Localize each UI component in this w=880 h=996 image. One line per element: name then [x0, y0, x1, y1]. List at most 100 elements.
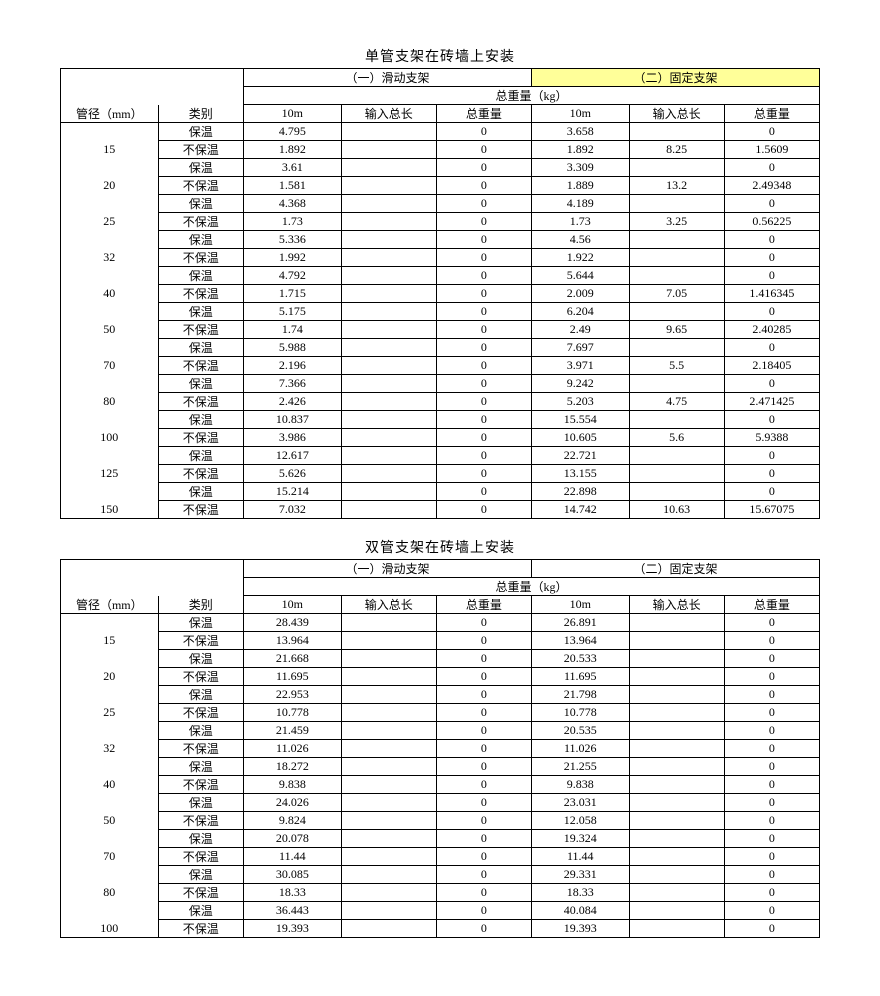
value-cell: 1.73 — [244, 213, 342, 231]
value-cell: 8.25 — [629, 141, 724, 159]
header-total-weight: 总重量（kg） — [244, 578, 820, 596]
table-row: 25不保温1.7301.733.250.56225 — [61, 213, 820, 231]
value-cell: 3.971 — [531, 357, 629, 375]
header-pipe: 管径（mm） — [61, 105, 159, 123]
value-cell — [341, 159, 436, 177]
value-cell — [341, 429, 436, 447]
value-cell — [341, 704, 436, 722]
value-cell: 0 — [724, 902, 819, 920]
table-row: 80不保温18.33018.330 — [61, 884, 820, 902]
value-cell: 0 — [436, 686, 531, 704]
value-cell — [341, 668, 436, 686]
value-cell: 0 — [724, 650, 819, 668]
pipe-cell: 80 — [61, 884, 159, 902]
value-cell: 1.5609 — [724, 141, 819, 159]
value-cell — [629, 848, 724, 866]
value-cell: 29.331 — [531, 866, 629, 884]
value-cell — [341, 195, 436, 213]
pipe-cell — [61, 794, 159, 812]
pipe-cell: 50 — [61, 321, 159, 339]
category-cell: 不保温 — [158, 776, 243, 794]
pipe-cell — [61, 339, 159, 357]
value-cell: 10.63 — [629, 501, 724, 519]
value-cell: 0 — [724, 249, 819, 267]
value-cell: 4.75 — [629, 393, 724, 411]
category-cell: 保温 — [158, 794, 243, 812]
category-cell: 不保温 — [158, 393, 243, 411]
value-cell: 30.085 — [244, 866, 342, 884]
value-cell: 0 — [724, 758, 819, 776]
value-cell — [341, 812, 436, 830]
table-row: 25不保温10.778010.7780 — [61, 704, 820, 722]
value-cell: 3.25 — [629, 213, 724, 231]
value-cell: 0 — [436, 123, 531, 141]
category-cell: 不保温 — [158, 848, 243, 866]
value-cell: 18.33 — [531, 884, 629, 902]
value-cell: 2.49348 — [724, 177, 819, 195]
value-cell: 20.535 — [531, 722, 629, 740]
value-cell — [341, 722, 436, 740]
value-cell — [341, 303, 436, 321]
header-slide: （一）滑动支架 — [244, 560, 532, 578]
value-cell: 9.242 — [531, 375, 629, 393]
category-cell: 不保温 — [158, 884, 243, 902]
value-cell: 0 — [724, 812, 819, 830]
value-cell: 21.459 — [244, 722, 342, 740]
value-cell: 5.336 — [244, 231, 342, 249]
value-cell: 0 — [724, 920, 819, 938]
category-cell: 保温 — [158, 722, 243, 740]
table-row: 保温36.443040.0840 — [61, 902, 820, 920]
pipe-cell: 70 — [61, 848, 159, 866]
table-row: 保温4.79503.6580 — [61, 123, 820, 141]
header-input-len-b: 输入总长 — [629, 596, 724, 614]
category-cell: 保温 — [158, 758, 243, 776]
value-cell: 10.605 — [531, 429, 629, 447]
table-row: 保温5.17506.2040 — [61, 303, 820, 321]
value-cell: 19.324 — [531, 830, 629, 848]
value-cell: 24.026 — [244, 794, 342, 812]
value-cell: 0 — [436, 704, 531, 722]
value-cell: 0 — [436, 375, 531, 393]
table-row: 保温28.439026.8910 — [61, 614, 820, 632]
value-cell — [341, 285, 436, 303]
value-cell: 14.742 — [531, 501, 629, 519]
header-total: 总重量 — [436, 596, 531, 614]
value-cell — [629, 794, 724, 812]
value-cell — [341, 141, 436, 159]
value-cell: 2.18405 — [724, 357, 819, 375]
pipe-cell — [61, 650, 159, 668]
value-cell: 0 — [724, 267, 819, 285]
category-cell: 保温 — [158, 267, 243, 285]
value-cell: 0 — [436, 650, 531, 668]
category-cell: 不保温 — [158, 321, 243, 339]
value-cell — [341, 339, 436, 357]
value-cell: 20.533 — [531, 650, 629, 668]
value-cell: 0 — [724, 794, 819, 812]
data-table: （一）滑动支架（二）固定支架总重量（kg）管径（mm）类别10m输入总长总重量1… — [60, 559, 820, 938]
pipe-cell — [61, 267, 159, 285]
table-row: 40不保温9.83809.8380 — [61, 776, 820, 794]
value-cell — [341, 267, 436, 285]
value-cell — [341, 375, 436, 393]
value-cell: 0 — [436, 902, 531, 920]
value-cell: 0 — [436, 141, 531, 159]
value-cell: 0 — [436, 213, 531, 231]
value-cell — [341, 686, 436, 704]
pipe-cell: 25 — [61, 704, 159, 722]
value-cell: 7.05 — [629, 285, 724, 303]
value-cell — [629, 267, 724, 285]
value-cell — [629, 249, 724, 267]
category-cell: 不保温 — [158, 704, 243, 722]
pipe-cell: 25 — [61, 213, 159, 231]
table-row: 125不保温5.626013.1550 — [61, 465, 820, 483]
value-cell: 15.214 — [244, 483, 342, 501]
category-cell: 不保温 — [158, 740, 243, 758]
value-cell: 0 — [724, 848, 819, 866]
table-row: 50不保温9.824012.0580 — [61, 812, 820, 830]
value-cell — [341, 483, 436, 501]
value-cell: 0 — [436, 411, 531, 429]
pipe-cell: 50 — [61, 812, 159, 830]
category-cell: 不保温 — [158, 177, 243, 195]
header-10m-b: 10m — [531, 105, 629, 123]
table-row: 保温10.837015.5540 — [61, 411, 820, 429]
